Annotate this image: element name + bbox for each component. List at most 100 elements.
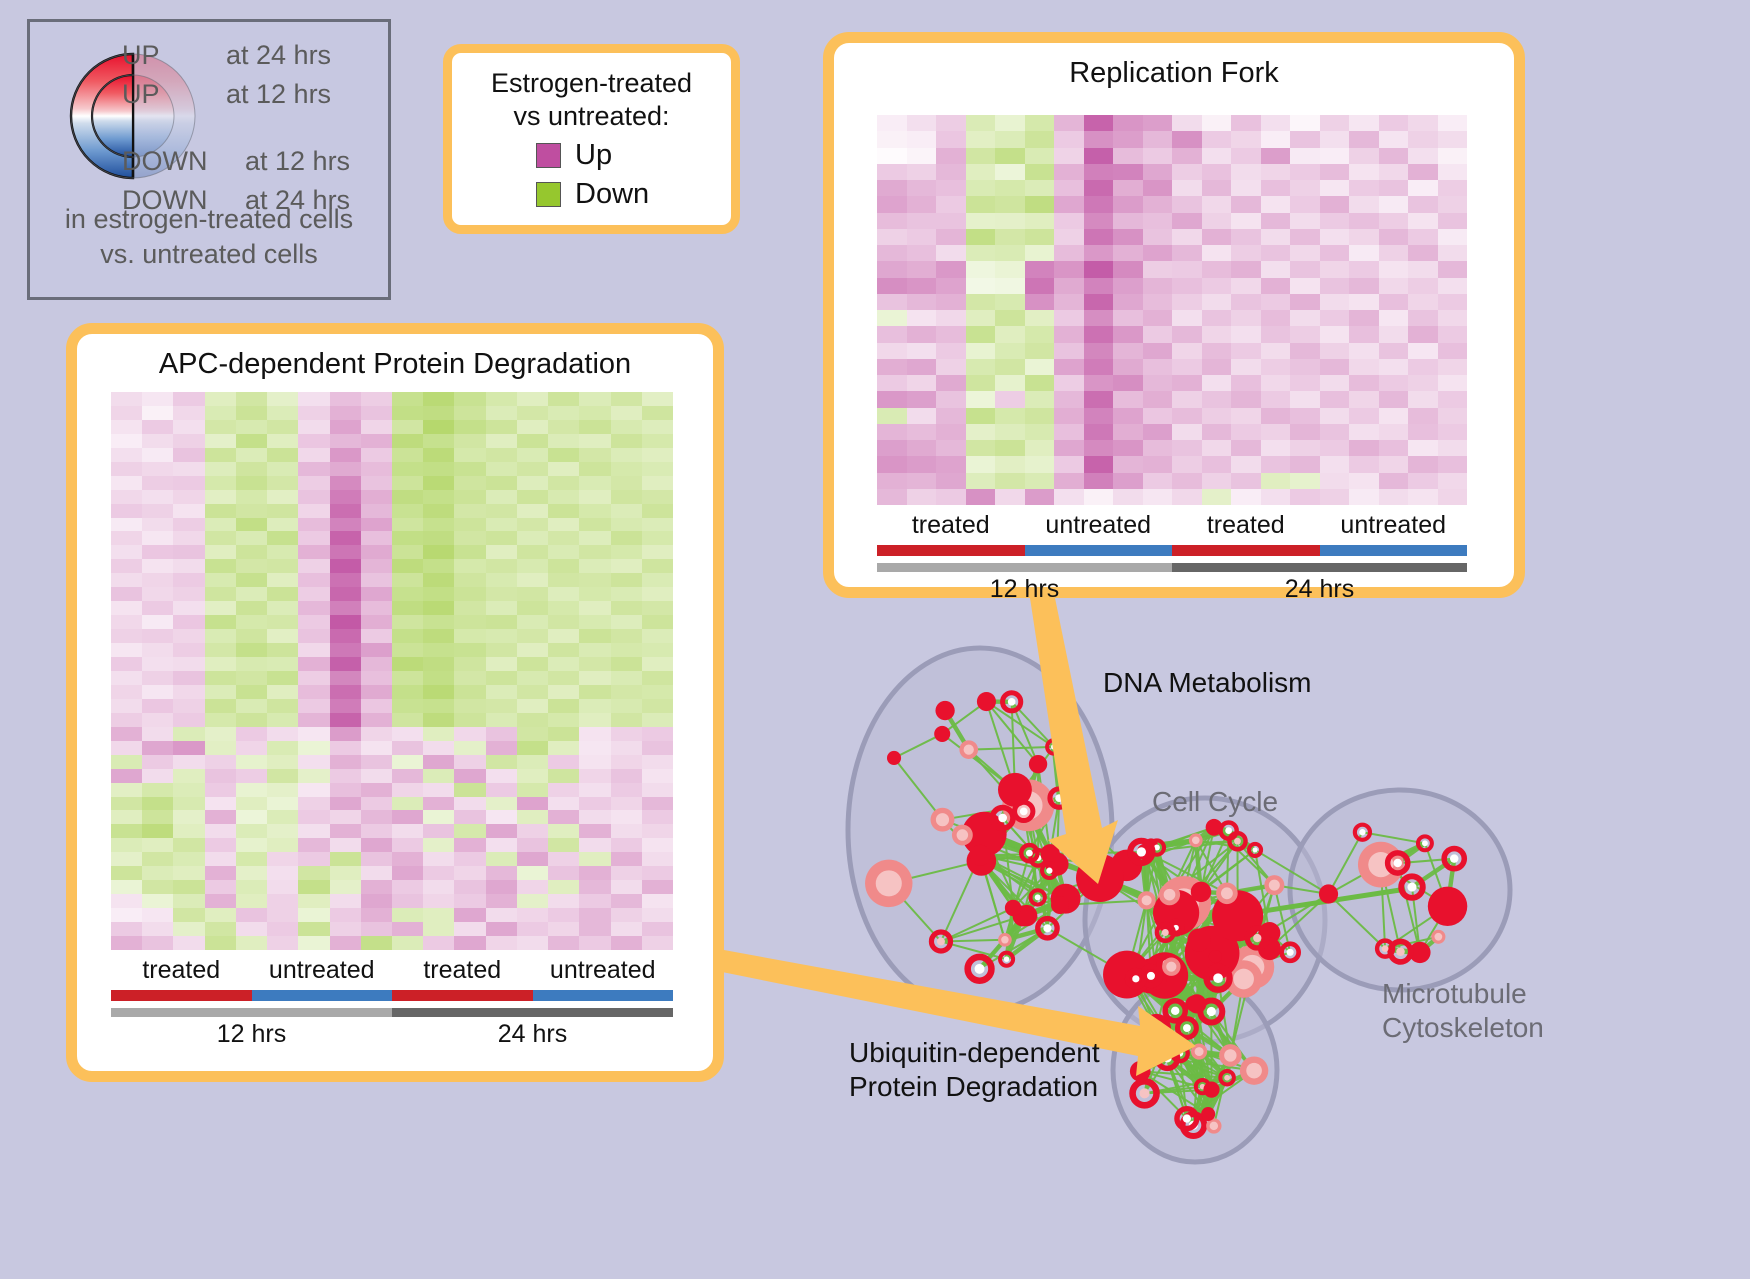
network-edge: [1250, 947, 1272, 969]
rf-time-label-0: 12 hrs: [989, 575, 1060, 603]
network-edge: [1145, 840, 1238, 853]
network-edge: [1149, 902, 1185, 977]
heatmap-cell: [173, 768, 205, 783]
network-node: [1154, 1045, 1181, 1072]
heatmap-cell: [965, 245, 995, 262]
network-edge: [1179, 1052, 1215, 1127]
network-edge: [1198, 939, 1213, 1012]
heatmap-cell: [516, 517, 549, 532]
network-node: [1136, 843, 1154, 861]
network-edge: [1164, 961, 1196, 1005]
network-edge: [1196, 978, 1245, 1005]
heatmap-cell: [454, 447, 486, 462]
network-edge: [1050, 850, 1146, 855]
heatmap-cell: [485, 894, 517, 909]
network-node: [1191, 1043, 1208, 1060]
heatmap-cell: [610, 559, 642, 574]
network-edge: [1014, 789, 1058, 865]
network-node: [1040, 844, 1060, 864]
heatmap-cell: [1142, 115, 1172, 132]
heatmap-cell: [516, 936, 549, 950]
heatmap-cell: [641, 461, 673, 476]
heatmap-cell: [1231, 342, 1261, 359]
heatmap-cell: [329, 545, 361, 560]
heatmap-cell: [579, 503, 611, 518]
network-edge: [1186, 956, 1217, 1029]
heatmap-cell: [454, 894, 486, 909]
network-edge: [1194, 839, 1228, 894]
heatmap-cell: [391, 433, 424, 448]
network-node: [1431, 929, 1446, 944]
heatmap-cell: [1290, 423, 1320, 440]
network-edge: [1197, 1049, 1229, 1080]
network-edge: [1327, 831, 1364, 895]
heatmap-cell: [391, 782, 424, 797]
heatmap-cell: [235, 643, 268, 658]
heatmap-cell: [173, 726, 205, 741]
heatmap-cell: [1290, 342, 1320, 359]
network-edge: [1175, 927, 1219, 979]
heatmap-cell: [1024, 375, 1054, 392]
network-node: [961, 811, 1007, 857]
network-edge: [979, 816, 1005, 862]
network-edge: [1021, 763, 1041, 813]
network-edge: [1022, 811, 1039, 898]
network-edge: [1155, 965, 1173, 983]
heatmap-cell: [1201, 440, 1231, 457]
rf-time-label-1: 24 hrs: [1284, 575, 1355, 603]
heatmap-cell: [298, 517, 330, 532]
heatmap-cell: [1172, 375, 1202, 392]
network-edge: [1410, 856, 1456, 889]
heatmap-cell: [329, 447, 361, 462]
heatmap-cell: [423, 489, 455, 504]
network-edge: [1183, 902, 1270, 935]
heatmap-cell: [360, 936, 392, 950]
heatmap-cell: [298, 936, 330, 950]
heatmap-cell: [610, 782, 642, 797]
network-node: [1045, 738, 1063, 756]
heatmap-cell: [485, 657, 517, 671]
network-node: [1174, 1016, 1199, 1041]
network-edge: [1149, 955, 1216, 978]
network-node: [969, 844, 991, 866]
heatmap-cell: [1054, 310, 1084, 327]
heatmap-cell: [877, 277, 907, 294]
heatmap-cell: [1408, 212, 1438, 229]
heatmap-cell: [1378, 212, 1408, 229]
heatmap-cell: [1172, 163, 1202, 180]
network-edge: [1183, 884, 1275, 905]
heatmap-cell: [298, 601, 330, 616]
network-edge: [1051, 746, 1062, 799]
network-edge: [1196, 1003, 1255, 1072]
network-edge: [1004, 904, 1061, 941]
heatmap-cell: [1349, 375, 1379, 392]
network-edge: [1099, 863, 1128, 880]
heatmap-cell: [877, 358, 907, 375]
heatmap-cell: [1201, 358, 1231, 375]
network-edge: [979, 854, 1039, 899]
heatmap-cell: [204, 419, 236, 434]
heatmap-cell: [579, 433, 611, 448]
heatmap-cell: [142, 573, 174, 588]
network-edge: [979, 833, 987, 862]
heatmap-cell: [235, 698, 268, 713]
heatmap-cell: [1290, 310, 1320, 327]
heatmap-cell: [454, 824, 486, 839]
heatmap-cell: [516, 740, 549, 755]
heatmap-cell: [1378, 375, 1408, 392]
heatmap-cell: [906, 456, 936, 473]
heatmap-cell: [485, 433, 517, 448]
network-edge: [1174, 977, 1219, 1012]
heatmap-cell: [391, 601, 424, 616]
heatmap-cell: [936, 277, 966, 294]
network-edge: [1174, 911, 1201, 942]
apc-group-bar-1: [251, 990, 392, 1001]
heatmap-cell: [173, 517, 205, 532]
heatmap-cell: [329, 461, 361, 476]
heatmap-cell: [454, 517, 486, 532]
heatmap-cell: [995, 326, 1025, 343]
network-edge: [1174, 978, 1245, 1012]
heatmap-cell: [936, 423, 966, 440]
heatmap-cell: [579, 587, 611, 602]
heatmap-cell: [1378, 277, 1408, 294]
